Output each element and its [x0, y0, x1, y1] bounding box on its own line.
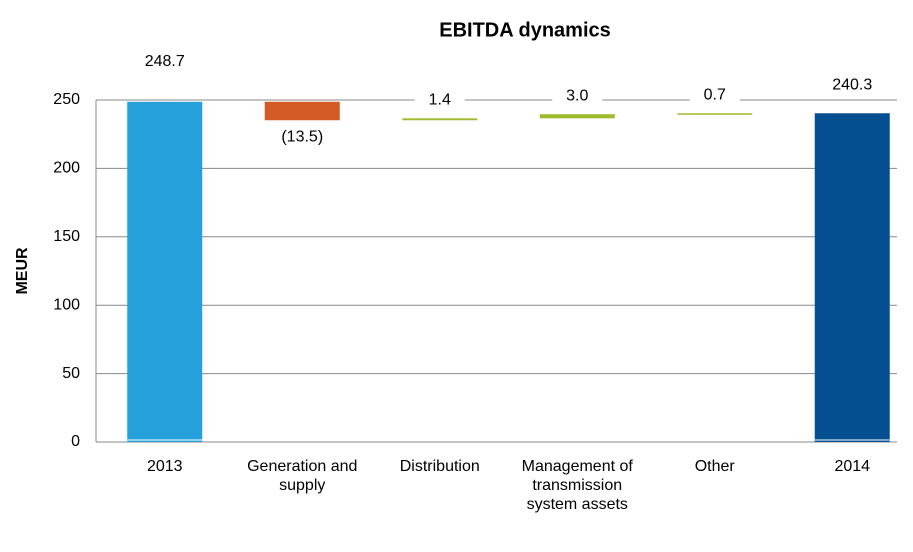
x-tick-label: 2013 — [146, 458, 183, 475]
label-bg — [689, 84, 740, 107]
y-tick-label: 0 — [71, 433, 80, 450]
value-label: (13.5) — [281, 128, 323, 145]
y-tick-label: 150 — [53, 228, 80, 245]
x-tick-label: Distribution — [399, 458, 480, 475]
x-tick-label: 2014 — [834, 458, 871, 475]
chart-title: EBITDA dynamics — [439, 19, 611, 41]
bar — [539, 114, 615, 119]
y-tick-label: 200 — [53, 160, 80, 177]
bar — [677, 113, 753, 115]
bar — [814, 113, 890, 443]
y-tick-label: 250 — [53, 91, 80, 108]
value-label: 3.0 — [566, 87, 588, 104]
bar — [402, 118, 478, 121]
x-tick-label: Management of transmission system assets — [521, 458, 633, 513]
y-tick-label: 50 — [62, 365, 80, 382]
x-tick-label: Other — [694, 458, 735, 475]
y-tick-label: 100 — [53, 296, 80, 313]
value-label: 1.4 — [429, 92, 451, 109]
value-label: 0.7 — [704, 86, 726, 103]
label-bg — [552, 85, 603, 108]
bar — [264, 101, 340, 121]
label-bg — [414, 89, 465, 112]
x-tick-label: Generation and supply — [247, 458, 358, 494]
value-label: 248.7 — [145, 53, 185, 70]
value-label: 240.3 — [832, 76, 872, 93]
y-axis-label: MEUR — [14, 247, 31, 295]
bar — [127, 101, 203, 443]
